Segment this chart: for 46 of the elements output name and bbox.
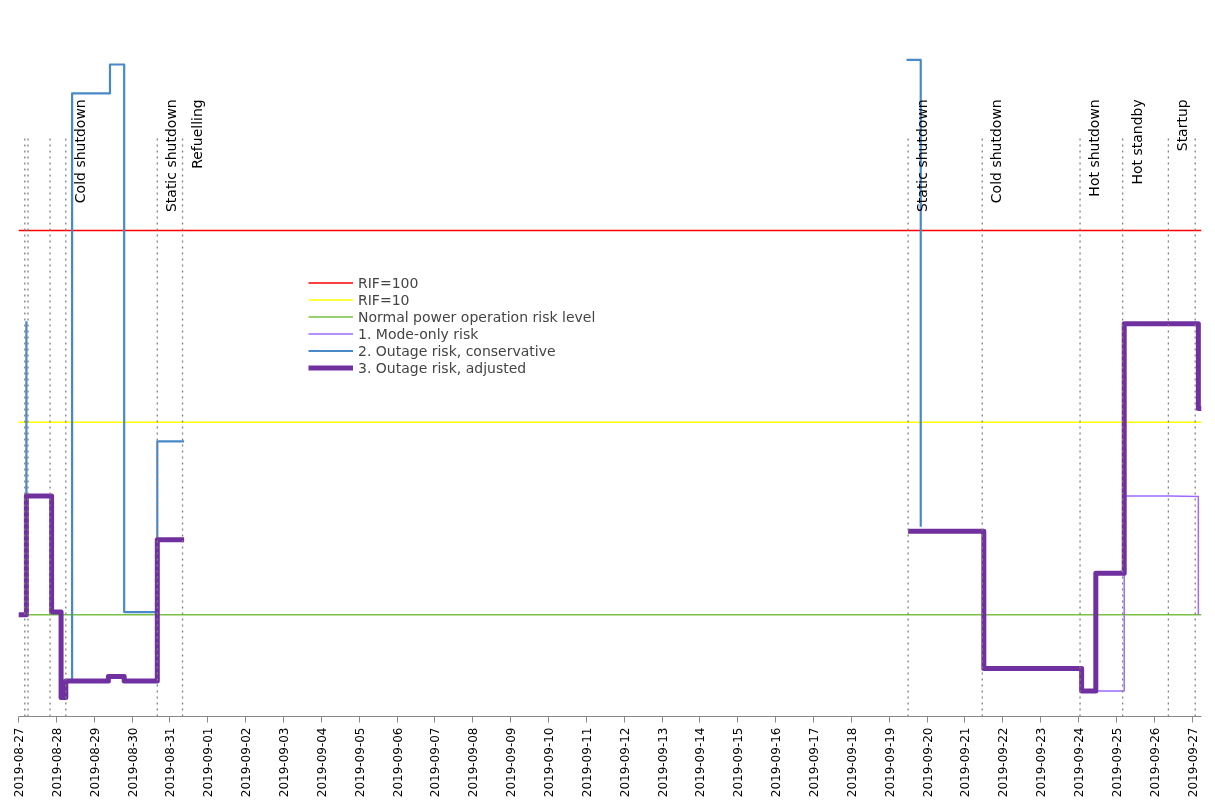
x-tick-label: 2019-09-08 [466,727,481,798]
x-tick-label: 2019-08-28 [49,727,64,798]
legend-label: RIF=10 [358,291,410,308]
x-tick-label: 2019-09-10 [541,727,556,798]
legend-label: 2. Outage risk, conservative [358,342,556,359]
x-tick-label: 2019-09-07 [428,727,443,798]
legend-label: 1. Mode-only risk [358,325,479,342]
legend-label: RIF=100 [358,274,419,291]
ref-line-label: Cold shutdown [71,99,88,204]
ref-line-label: Startup [1174,99,1191,152]
x-tick-label: 2019-08-27 [12,727,26,798]
x-tick-label: 2019-09-17 [806,727,821,798]
x-tick-label: 2019-09-02 [239,727,254,798]
x-tick-label: 2019-09-13 [655,727,670,798]
x-tick-label: 2019-09-04 [314,727,329,798]
x-tick-label: 2019-09-15 [731,727,746,798]
legend-label: Normal power operation risk level [358,308,596,325]
x-tick-label: 2019-08-30 [125,727,140,798]
x-tick-label: 2019-09-12 [617,727,632,798]
x-tick-label: 2019-09-21 [958,727,973,798]
x-tick-label: 2019-09-20 [920,727,935,798]
x-tick-label: 2019-08-29 [87,727,102,798]
x-tick-label: 2019-09-27 [1185,727,1200,798]
x-tick-label: 2019-09-01 [201,727,216,798]
x-tick-label: 2019-08-31 [163,727,178,798]
ref-line-label: Static shutdown [914,99,931,213]
x-tick-label: 2019-09-26 [1147,727,1162,798]
x-tick-label: 2019-09-16 [769,727,784,798]
ref-line-label: Hot standby [1128,99,1145,185]
x-tick-label: 2019-09-11 [579,727,594,798]
x-tick-label: 2019-09-22 [996,727,1011,798]
ref-line-label: Static shutdown [163,99,180,213]
x-tick-label: 2019-09-05 [352,727,367,798]
x-tick-label: 2019-09-23 [1034,727,1049,798]
ref-line-label: Hot shutdown [1086,99,1103,197]
x-tick-label: 2019-09-24 [1071,727,1086,798]
legend-label: 3. Outage risk, adjusted [358,359,527,376]
ref-line-label: Cold shutdown [988,99,1005,204]
x-tick-label: 2019-09-14 [693,727,708,798]
x-tick-label: 2019-09-09 [504,727,519,798]
x-tick-label: 2019-09-25 [1109,727,1124,798]
x-tick-label: 2019-09-18 [844,727,859,798]
ref-line-label: Refuelling [188,99,205,169]
x-tick-label: 2019-09-03 [276,727,291,798]
x-tick-label: 2019-09-06 [390,727,405,798]
x-tick-label: 2019-09-19 [882,727,897,798]
